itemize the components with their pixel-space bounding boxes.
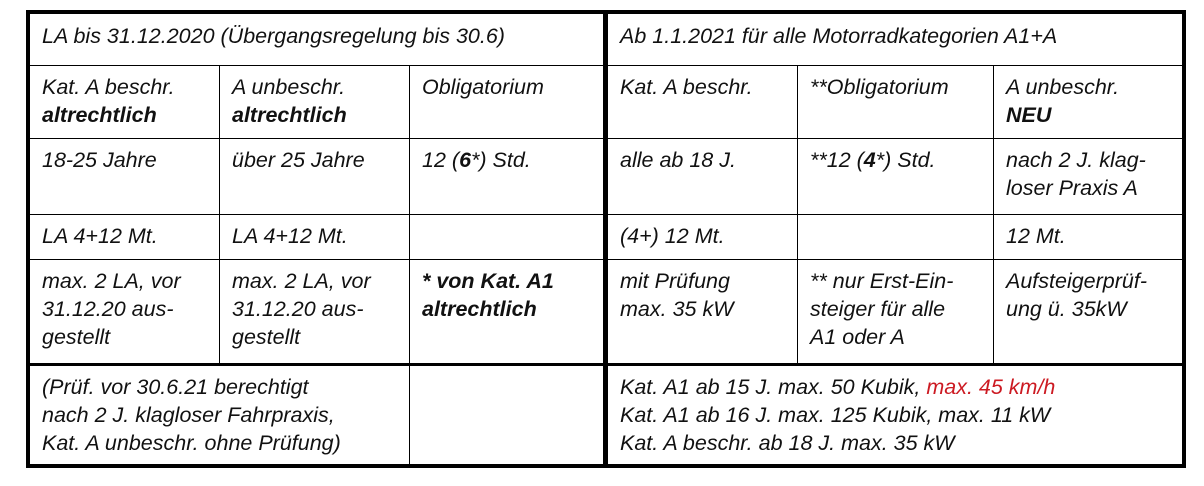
table-half-right: Ab 1.1.2021 für alle Motorradkategorien … xyxy=(608,14,1182,464)
left-header-col3-line1: Obligatorium xyxy=(422,75,544,99)
left-row-notes-col2-line3: gestellt xyxy=(232,324,301,349)
right-header-col1-line1: Kat. A beschr. xyxy=(620,75,753,99)
left-row-age-col3-bold: 6 xyxy=(459,148,472,172)
right-row-notes-col1-line2: max. 35 kW xyxy=(620,296,734,321)
right-header-col3-line1: A unbeschr. xyxy=(1006,75,1120,99)
left-footer-text: (Prüf. vor 30.6.21 berechtigt nach 2 J. … xyxy=(30,366,410,464)
left-row-duration: LA 4+12 Mt. LA 4+12 Mt. xyxy=(30,215,603,260)
left-row-age-col3-post: *) Std. xyxy=(471,148,531,172)
left-header-col2: A unbeschr. altrechtlich xyxy=(220,66,410,138)
right-row-age-col2-post: *) Std. xyxy=(875,148,936,172)
left-header-row: Kat. A beschr. altrechtlich A unbeschr. … xyxy=(30,66,603,139)
right-row-notes-col1: mit Prüfung max. 35 kW xyxy=(608,260,798,363)
left-footer-line2: nach 2 J. klagloser Fahrpraxis, xyxy=(42,402,335,427)
right-footer-line1-black: Kat. A1 ab 15 J. max. 50 Kubik, xyxy=(620,375,927,399)
left-row-age-col1: 18-25 Jahre xyxy=(30,139,220,214)
right-title-row: Ab 1.1.2021 für alle Motorradkategorien … xyxy=(608,14,1182,66)
right-header-col2-line1: **Obligatorium xyxy=(810,75,949,99)
left-footnote-star-line1: * von Kat. A1 xyxy=(422,269,554,293)
left-header-col2-line2: altrechtlich xyxy=(232,102,347,127)
left-row-age-col3-pre: 12 ( xyxy=(422,148,460,172)
right-row-age-col2-pre: **12 ( xyxy=(810,148,864,172)
left-row-notes-col2-line2: 31.12.20 aus- xyxy=(232,296,364,321)
left-row-duration-col3 xyxy=(410,215,599,259)
right-row-age-col2-bold: 4 xyxy=(863,148,876,172)
left-row-notes-col1-line2: 31.12.20 aus- xyxy=(42,296,174,321)
right-header-col1: Kat. A beschr. xyxy=(608,66,798,138)
left-row-notes-col1-line1: max. 2 LA, vor xyxy=(42,269,181,293)
right-row-duration: (4+) 12 Mt. 12 Mt. xyxy=(608,215,1182,260)
right-row-notes-col2: ** nur Erst-Ein- steiger für alle A1 ode… xyxy=(798,260,994,363)
right-header-row: Kat. A beschr. **Obligatorium A unbeschr… xyxy=(608,66,1182,139)
left-title-cell: LA bis 31.12.2020 (Übergangsregelung bis… xyxy=(42,24,505,48)
right-header-col3-line2: NEU xyxy=(1006,102,1052,127)
right-row-notes-col3-line1: Aufsteigerprüf- xyxy=(1006,269,1148,293)
left-row-duration-col1: LA 4+12 Mt. xyxy=(30,215,220,259)
right-row-notes-col3: Aufsteigerprüf- ung ü. 35kW xyxy=(994,260,1182,363)
left-header-col1-line2: altrechtlich xyxy=(42,102,157,127)
left-title-row: LA bis 31.12.2020 (Übergangsregelung bis… xyxy=(30,14,603,66)
motorcycle-license-table: LA bis 31.12.2020 (Übergangsregelung bis… xyxy=(26,10,1186,468)
right-row-duration-col1: (4+) 12 Mt. xyxy=(608,215,798,259)
left-row-age-col3: 12 (6*) Std. xyxy=(410,139,599,214)
right-title-cell: Ab 1.1.2021 für alle Motorradkategorien … xyxy=(620,24,1058,48)
left-header-col3: Obligatorium xyxy=(410,66,599,138)
right-row-notes-col1-line1: mit Prüfung xyxy=(620,269,730,293)
right-row-age-col3: nach 2 J. klag- loser Praxis A xyxy=(994,139,1182,214)
left-footer-line1: (Prüf. vor 30.6.21 berechtigt xyxy=(42,375,309,399)
right-footer-line3: Kat. A beschr. ab 18 J. max. 35 kW xyxy=(620,430,955,455)
left-footer-row: (Prüf. vor 30.6.21 berechtigt nach 2 J. … xyxy=(30,364,603,464)
left-row-age: 18-25 Jahre über 25 Jahre 12 (6*) Std. xyxy=(30,139,603,215)
left-row-notes-col1: max. 2 LA, vor 31.12.20 aus- gestellt xyxy=(30,260,220,363)
right-row-age: alle ab 18 J. **12 (4*) Std. nach 2 J. k… xyxy=(608,139,1182,215)
right-header-col3: A unbeschr. NEU xyxy=(994,66,1182,138)
left-row-notes-col3: * von Kat. A1 altrechtlich xyxy=(410,260,599,363)
right-footer-line2: Kat. A1 ab 16 J. max. 125 Kubik, max. 11… xyxy=(620,402,1051,427)
right-row-age-col3-line2: loser Praxis A xyxy=(1006,175,1138,200)
table-half-left: LA bis 31.12.2020 (Übergangsregelung bis… xyxy=(30,14,608,464)
left-row-notes-col2-line1: max. 2 LA, vor xyxy=(232,269,371,293)
left-row-duration-col2: LA 4+12 Mt. xyxy=(220,215,410,259)
left-footnote-star-line2: altrechtlich xyxy=(422,296,537,321)
right-row-age-col2: **12 (4*) Std. xyxy=(798,139,994,214)
left-header-col1: Kat. A beschr. altrechtlich xyxy=(30,66,220,138)
right-footer-line1-red: max. 45 km/h xyxy=(926,375,1056,399)
left-footer-empty-cell xyxy=(410,366,599,464)
left-footer-line3: Kat. A unbeschr. ohne Prüfung) xyxy=(42,430,341,455)
left-row-notes-col2: max. 2 LA, vor 31.12.20 aus- gestellt xyxy=(220,260,410,363)
left-row-age-col2: über 25 Jahre xyxy=(220,139,410,214)
right-footer-text: Kat. A1 ab 15 J. max. 50 Kubik, max. 45 … xyxy=(608,366,1173,464)
right-footnote-doublestar-line1: ** nur Erst-Ein- xyxy=(810,269,954,293)
right-row-duration-col2 xyxy=(798,215,994,259)
right-footer-line1: Kat. A1 ab 15 J. max. 50 Kubik, max. 45 … xyxy=(620,374,1163,402)
right-footnote-doublestar-line3: A1 oder A xyxy=(810,324,905,349)
right-row-duration-col3: 12 Mt. xyxy=(1006,224,1066,248)
left-row-notes: max. 2 LA, vor 31.12.20 aus- gestellt ma… xyxy=(30,260,603,364)
right-row-notes-col3-line2: ung ü. 35kW xyxy=(1006,296,1127,321)
right-row-notes: mit Prüfung max. 35 kW ** nur Erst-Ein- … xyxy=(608,260,1182,364)
left-header-col2-line1: A unbeschr. xyxy=(232,75,346,99)
right-row-age-col1: alle ab 18 J. xyxy=(608,139,798,214)
right-header-col2: **Obligatorium xyxy=(798,66,994,138)
left-row-notes-col1-line3: gestellt xyxy=(42,324,111,349)
right-footer-row: Kat. A1 ab 15 J. max. 50 Kubik, max. 45 … xyxy=(608,364,1182,464)
right-row-age-col3-line1: nach 2 J. klag- xyxy=(1006,148,1146,172)
left-header-col1-line1: Kat. A beschr. xyxy=(42,75,175,99)
right-footnote-doublestar-line2: steiger für alle xyxy=(810,296,946,321)
